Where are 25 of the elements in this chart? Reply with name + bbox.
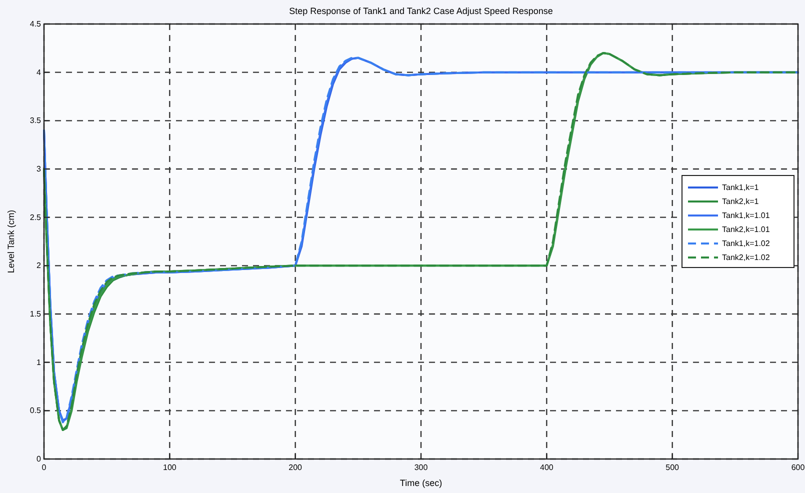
legend-label: Tank1,k=1.01 [722,211,770,220]
legend-label: Tank2,k=1.02 [722,253,770,262]
x-tick-label: 600 [791,463,805,472]
x-tick-label: 500 [666,463,680,472]
y-tick-label: 1 [36,358,42,367]
y-tick-label: 4.5 [30,20,42,29]
y-tick-label: 2.5 [30,212,42,222]
y-tick-label: 1.5 [30,310,42,319]
y-tick-label: 0.5 [30,406,42,416]
x-tick-label: 100 [162,463,177,472]
legend-label: Tank2,k=1 [722,197,760,206]
legend-label: Tank1,k=1 [722,183,760,192]
x-tick-label: 200 [288,463,303,472]
y-tick-label: 4 [36,68,42,77]
chart-title: Step Response of Tank1 and Tank2 Case Adjust Speed Response [289,6,553,16]
y-tick-label: 2 [36,261,42,270]
x-tick-label: 400 [540,463,554,472]
y-tick-label: 3 [36,164,42,174]
legend-label: Tank2,k=1.01 [722,225,770,234]
x-tick-label: 300 [414,463,428,472]
legend-label: Tank1,k=1.02 [722,239,770,248]
y-tick-label: 3.5 [30,116,42,126]
x-axis-title: Time (sec) [400,478,442,488]
y-axis-title: Level Tank (cm) [6,210,16,274]
y-tick-label: 0 [36,454,42,464]
